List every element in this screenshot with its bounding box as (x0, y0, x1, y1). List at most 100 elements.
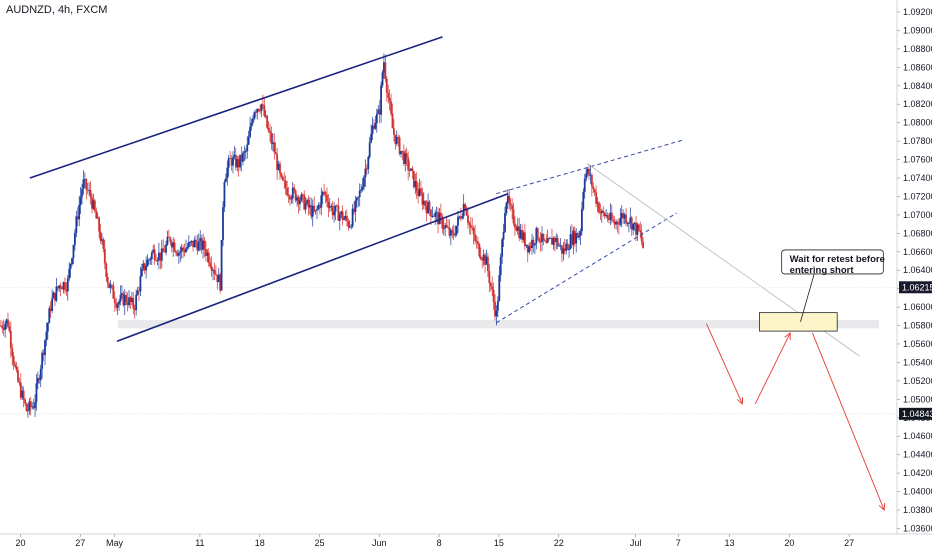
candle-body (562, 248, 565, 254)
candle (522, 230, 525, 243)
candle-body (300, 194, 303, 201)
candle-body (165, 244, 167, 253)
candle-body (133, 308, 136, 311)
candle-body (504, 213, 506, 232)
candle-body (583, 179, 586, 192)
candle (546, 229, 549, 243)
candle-body (158, 252, 160, 261)
candle (36, 371, 39, 389)
candle-body (573, 230, 576, 244)
candle (343, 215, 345, 221)
candle-body (159, 252, 162, 261)
candle-body (452, 233, 455, 236)
candle (121, 285, 123, 300)
candle (31, 401, 34, 410)
candle-body (31, 406, 34, 408)
candle (111, 283, 113, 290)
candle-body (21, 390, 24, 398)
candle-body (72, 244, 75, 259)
candle-body (108, 282, 110, 288)
candle-body (42, 352, 45, 356)
candle-body (271, 142, 274, 144)
candle (417, 182, 420, 204)
candle-body (52, 292, 55, 299)
candle (481, 256, 484, 269)
candle-body (479, 256, 482, 260)
candle-body (55, 286, 58, 301)
candle-body (54, 292, 56, 301)
candle (542, 233, 545, 246)
candle (169, 236, 172, 246)
candle-body (451, 230, 454, 234)
candle (86, 183, 89, 195)
candle-body (432, 216, 435, 217)
candle (222, 201, 224, 247)
candle (381, 70, 384, 88)
candle-body (593, 189, 596, 193)
candle (82, 170, 85, 195)
candle-body (516, 226, 519, 231)
price-tick-label: 1.08800 (903, 44, 932, 54)
candle-body (314, 210, 317, 212)
projection-arrow (754, 332, 791, 405)
candle (260, 103, 263, 118)
candle (261, 94, 264, 110)
candle (582, 188, 585, 211)
candle (427, 193, 429, 214)
candle (25, 402, 28, 412)
candle-body (14, 364, 16, 367)
price-tick-label: 1.05600 (903, 339, 932, 349)
candle-body (368, 142, 371, 158)
candle (337, 197, 340, 221)
candle (150, 250, 153, 266)
candle (79, 187, 82, 215)
candle (451, 226, 454, 239)
candle-body (156, 260, 159, 262)
date-tick-label: Jun (372, 538, 387, 548)
candle (598, 200, 600, 214)
candle-body (394, 134, 397, 144)
candle-body (9, 331, 12, 348)
candle (519, 224, 522, 240)
candle (588, 164, 590, 180)
candle (354, 195, 357, 222)
price-tick-label: 1.05000 (903, 394, 932, 404)
candle (236, 155, 239, 172)
candle-body (4, 323, 7, 330)
candle-body (205, 249, 207, 256)
candle-body (24, 399, 26, 404)
candle-body (381, 72, 384, 86)
candle (109, 280, 112, 294)
candle (552, 236, 555, 250)
candle-body (29, 401, 32, 407)
candle (119, 285, 122, 306)
candle-body (395, 136, 398, 144)
candle (420, 181, 422, 196)
candle-body (506, 195, 509, 203)
candle (506, 189, 509, 209)
candle (521, 224, 523, 244)
candle-body (635, 222, 637, 235)
price-tick-label: 1.06600 (903, 247, 932, 257)
candle-body (579, 231, 582, 236)
price-tick-label: 1.05400 (903, 357, 932, 367)
candle-body (44, 340, 46, 356)
candle (200, 235, 203, 254)
candle (182, 244, 185, 258)
candle (555, 233, 558, 250)
callout-text-line2: entering short (790, 265, 855, 276)
candle-body (32, 406, 35, 409)
candle-body (639, 230, 642, 233)
candle (142, 259, 145, 271)
candle-body (485, 256, 488, 265)
candle-body (68, 268, 71, 279)
candle (229, 151, 232, 159)
candle (153, 244, 156, 265)
candle-body (27, 410, 29, 412)
candle-body (284, 180, 287, 189)
candle-body (306, 199, 308, 204)
candle-body (46, 323, 49, 332)
candle-body (163, 251, 166, 253)
